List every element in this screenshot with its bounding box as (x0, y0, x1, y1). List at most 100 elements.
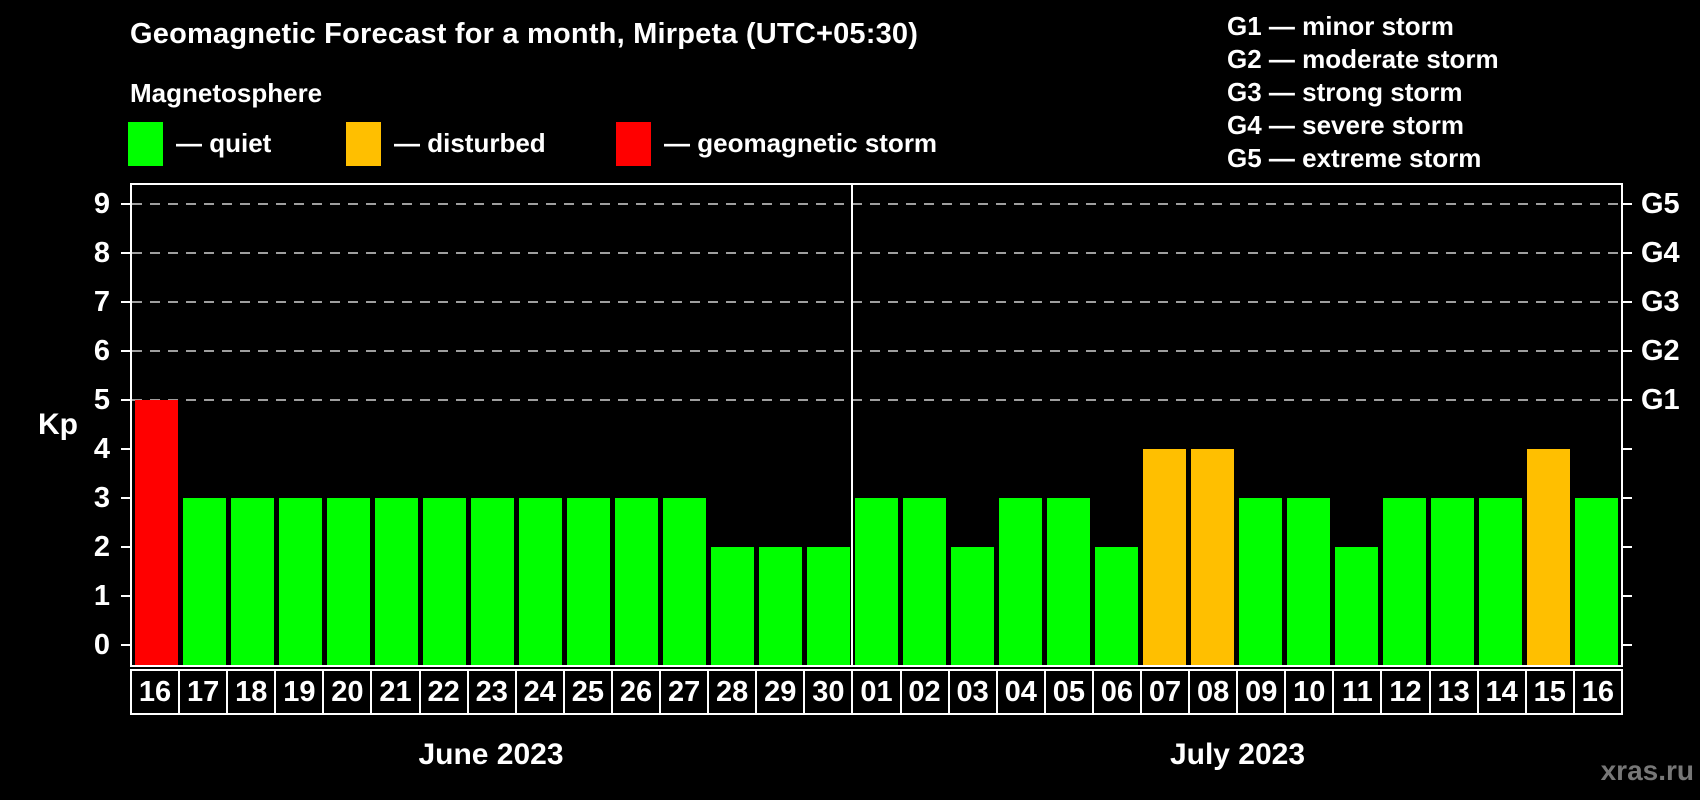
g-scale-legend: G1 — minor storm G2 — moderate storm G3 … (1227, 10, 1499, 175)
y-axis-tick-label: 0 (93, 629, 110, 661)
legend-item-storm: — geomagnetic storm (616, 121, 937, 166)
kp-bar-july-08 (1191, 449, 1235, 665)
g-scale-label: G2 (1641, 335, 1680, 367)
day-label: 07 (1139, 669, 1191, 715)
kp-bar-june-21 (374, 498, 418, 665)
kp-bar-june-29 (758, 547, 802, 665)
kp-bar-june-17 (182, 498, 226, 665)
day-label: 14 (1476, 669, 1527, 715)
gridline-kp6 (132, 350, 1621, 352)
day-label: 16 (1572, 669, 1623, 715)
y-axis-tick-label: 7 (93, 286, 110, 318)
month-label-june: June 2023 (418, 738, 564, 771)
day-label: 02 (899, 669, 950, 715)
kp-bar-june-16 (134, 400, 178, 665)
quiet-swatch-icon (128, 121, 163, 166)
y-axis-tick (121, 546, 130, 548)
day-label: 09 (1236, 669, 1287, 715)
kp-bar-july-14 (1479, 498, 1523, 665)
kp-bar-july-09 (1239, 498, 1283, 665)
legend-item-quiet: — quiet (128, 121, 271, 166)
day-label: 26 (610, 669, 662, 715)
month-label-july: July 2023 (1169, 738, 1306, 771)
kp-bar-july-04 (999, 498, 1043, 665)
kp-bar-july-06 (1095, 547, 1139, 665)
right-axis-tick (1623, 252, 1632, 254)
day-label: 21 (370, 669, 421, 715)
right-axis-tick (1623, 546, 1632, 548)
g-scale-label: G5 (1641, 188, 1680, 220)
g-legend-line: G1 — minor storm (1227, 11, 1454, 41)
month-divider-line (851, 185, 854, 665)
day-label: 25 (562, 669, 613, 715)
day-label: 24 (514, 669, 565, 715)
day-label: 10 (1284, 669, 1335, 715)
gridline-kp9 (132, 203, 1621, 205)
y-axis-title: Kp (38, 408, 78, 441)
day-label: 03 (947, 669, 998, 715)
y-axis-tick (121, 595, 130, 597)
g-legend-line: G2 — moderate storm (1227, 44, 1499, 74)
day-label: 12 (1380, 669, 1431, 715)
kp-bar-june-23 (470, 498, 514, 665)
day-label: 27 (659, 669, 710, 715)
y-axis-tick-label: 2 (93, 531, 110, 563)
kp-bar-july-10 (1287, 498, 1331, 665)
y-axis-tick (121, 399, 130, 401)
right-axis-tick (1623, 301, 1632, 303)
right-axis-tick (1623, 399, 1632, 401)
y-axis-tick (121, 301, 130, 303)
legend-title: Magnetosphere (130, 78, 323, 108)
kp-bar-july-05 (1047, 498, 1091, 665)
y-axis-tick (121, 203, 130, 205)
day-label: 19 (274, 669, 325, 715)
y-axis-tick-label: 5 (93, 384, 110, 416)
kp-bar-june-24 (518, 498, 562, 665)
day-label: 18 (226, 669, 277, 715)
y-axis-tick (121, 497, 130, 499)
g-legend-line: G4 — severe storm (1227, 110, 1465, 140)
day-label: 13 (1428, 669, 1479, 715)
kp-bar-june-20 (326, 498, 370, 665)
y-axis-tick (121, 448, 130, 450)
kp-bar-june-25 (566, 498, 610, 665)
day-label: 30 (803, 669, 854, 715)
kp-bar-july-07 (1143, 449, 1187, 665)
plot-area (130, 183, 1623, 667)
day-label: 22 (418, 669, 469, 715)
day-label: 04 (995, 669, 1046, 715)
y-axis-tick-label: 4 (93, 433, 110, 465)
day-label: 17 (178, 669, 229, 715)
chart-title: Geomagnetic Forecast for a month, Mirpet… (130, 18, 919, 50)
kp-bar-june-19 (278, 498, 322, 665)
kp-bar-june-26 (614, 498, 658, 665)
legend-item-disturbed: — disturbed (346, 121, 546, 166)
kp-bar-july-15 (1527, 449, 1571, 665)
legend-item-label: — quiet (176, 128, 272, 158)
y-axis-tick-label: 9 (93, 188, 110, 220)
right-axis-tick (1623, 203, 1632, 205)
day-label: 16 (130, 669, 181, 715)
day-label: 23 (466, 669, 517, 715)
kp-bar-june-27 (662, 498, 706, 665)
day-label: 15 (1524, 669, 1575, 715)
gridline-kp5 (132, 399, 1621, 401)
day-label: 06 (1091, 669, 1142, 715)
g-legend-line: G3 — strong storm (1227, 77, 1463, 107)
kp-bar-july-13 (1431, 498, 1475, 665)
g-scale-label: G3 (1641, 286, 1680, 318)
kp-bar-july-16 (1575, 498, 1619, 665)
y-axis-tick-label: 8 (93, 237, 110, 269)
legend-item-label: — disturbed (394, 128, 546, 158)
kp-bar-july-02 (903, 498, 947, 665)
kp-bar-july-01 (854, 498, 898, 665)
day-label: 20 (322, 669, 373, 715)
g-scale-label: G1 (1641, 384, 1680, 416)
kp-bar-july-11 (1335, 547, 1379, 665)
y-axis-tick (121, 252, 130, 254)
storm-swatch-icon (616, 121, 651, 166)
right-axis-tick (1623, 350, 1632, 352)
day-label: 01 (851, 669, 902, 715)
day-label: 29 (755, 669, 806, 715)
